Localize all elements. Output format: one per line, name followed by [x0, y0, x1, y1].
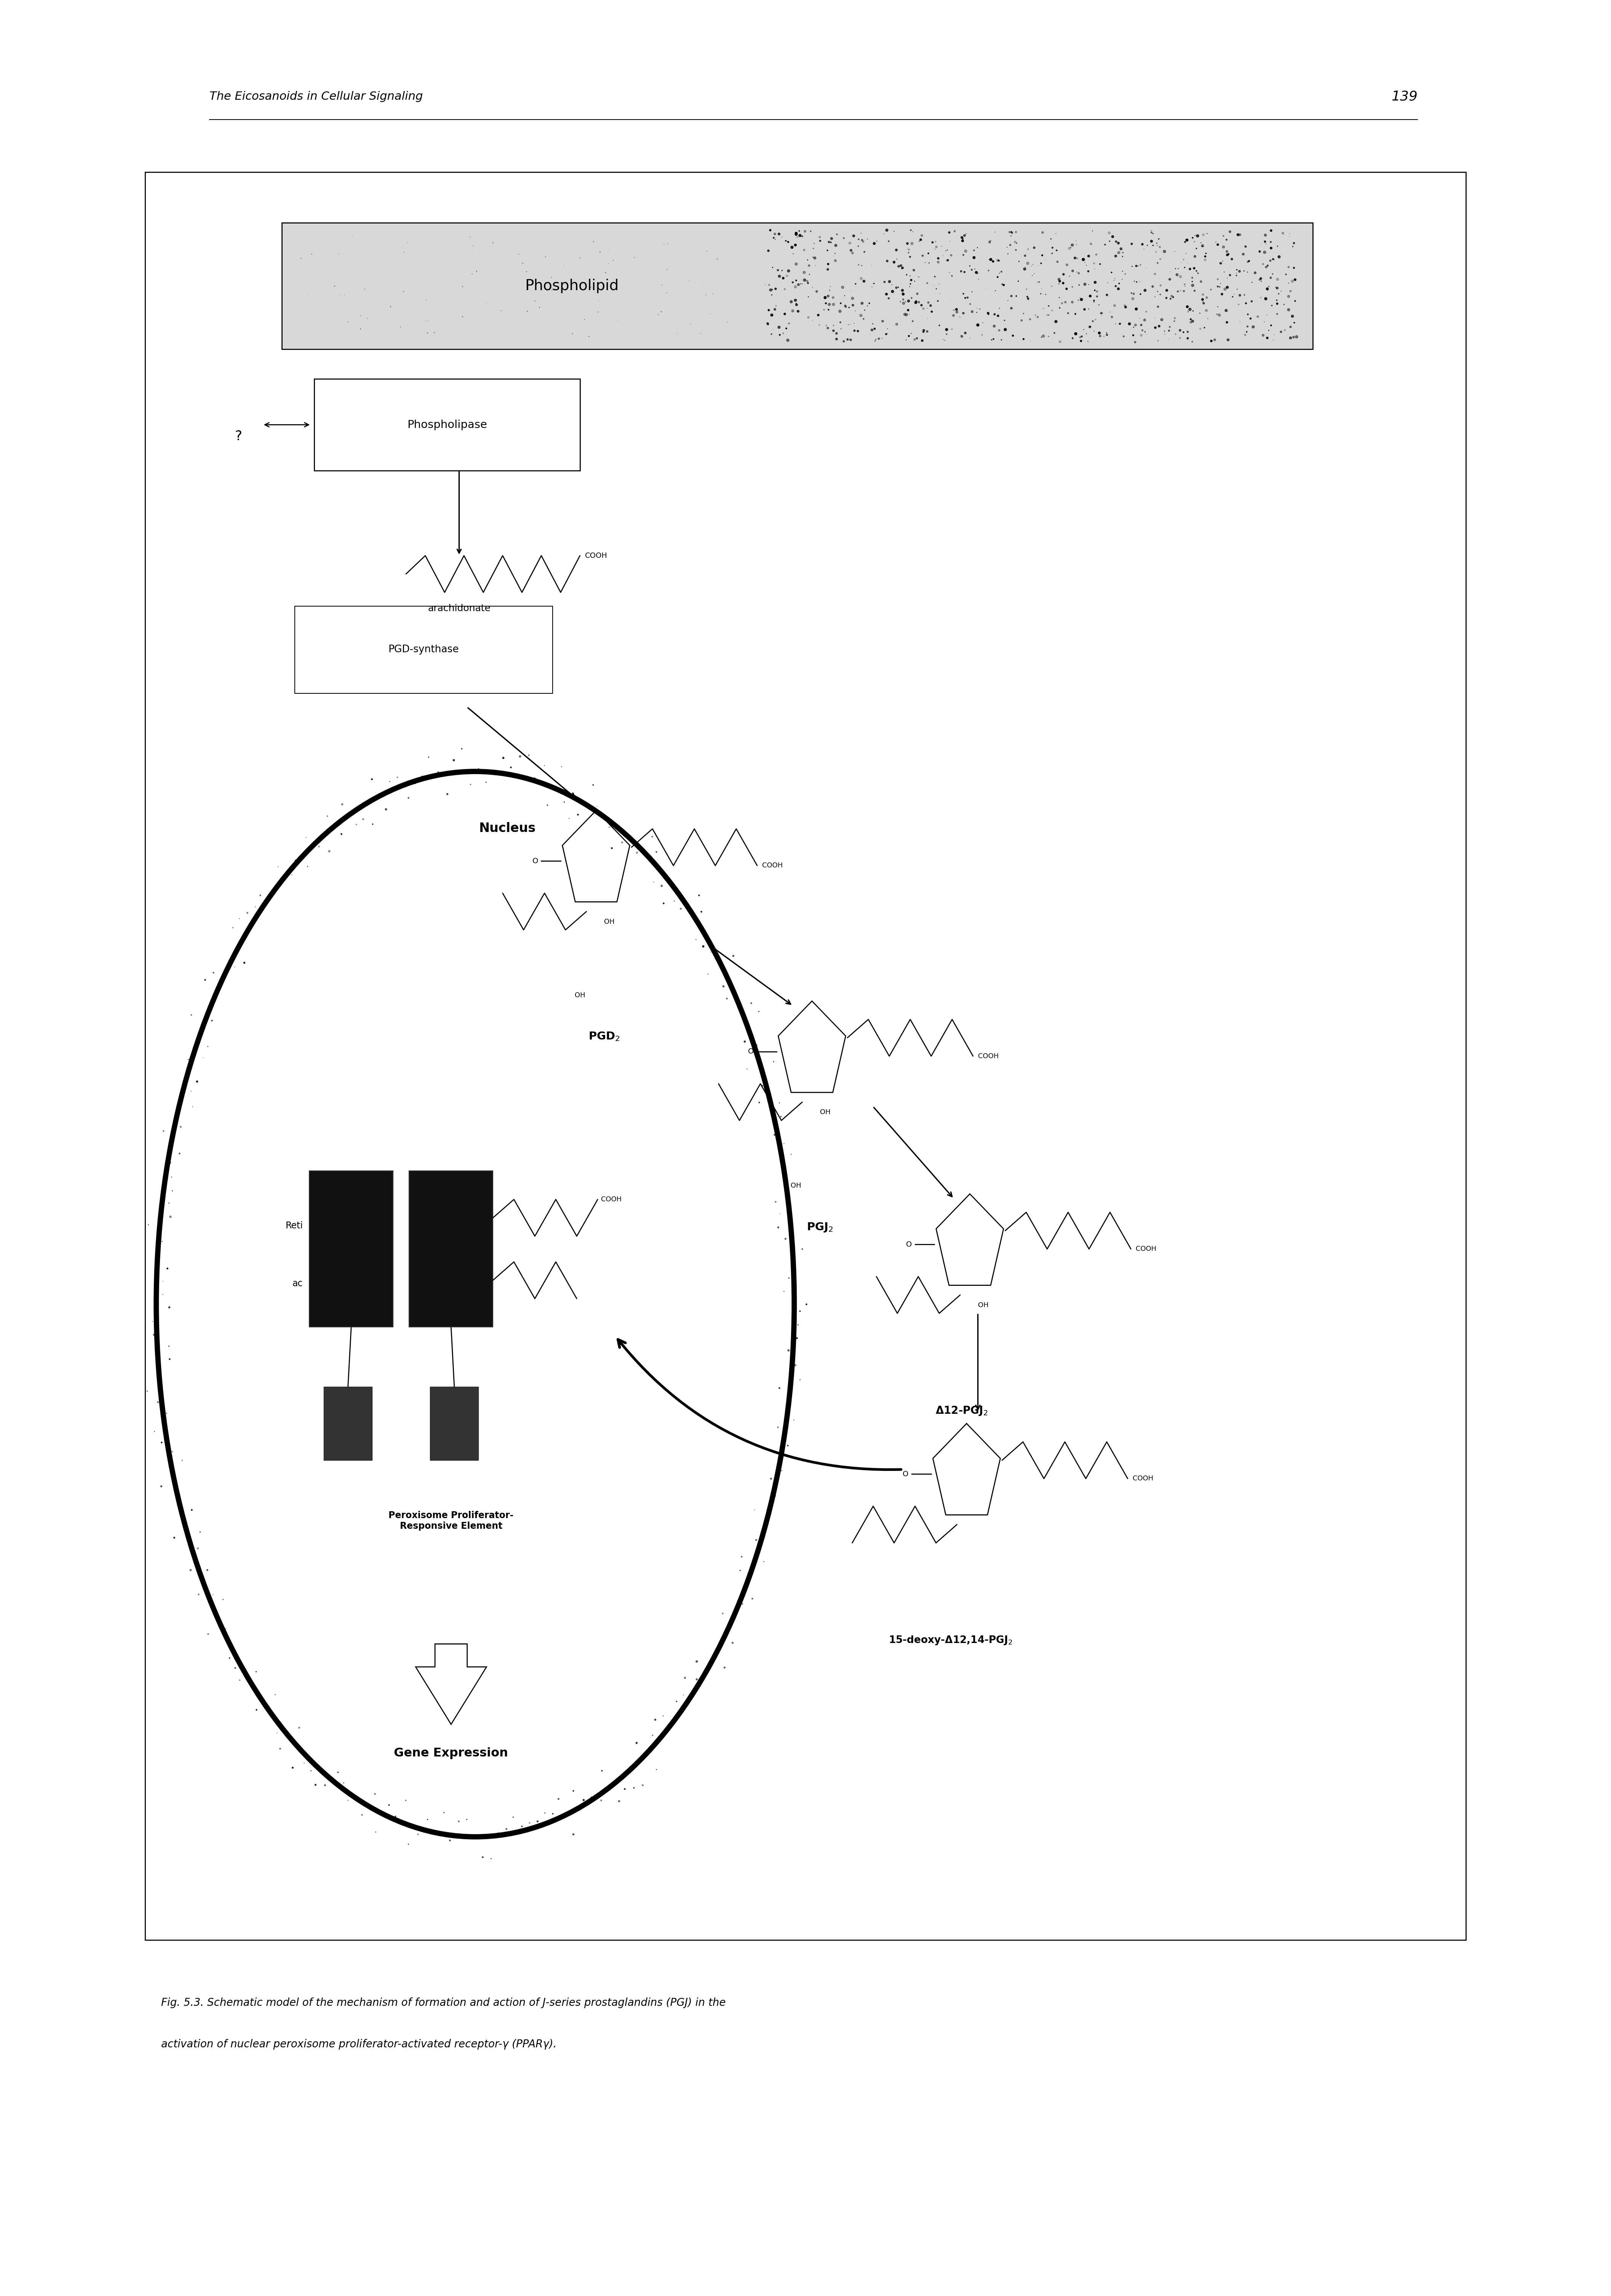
- Text: OH: OH: [978, 1302, 989, 1309]
- Text: OH: OH: [575, 992, 585, 999]
- Text: COOH: COOH: [601, 1196, 622, 1203]
- Text: OH: OH: [820, 1109, 831, 1116]
- Text: O: O: [905, 1240, 912, 1249]
- Text: Phospholipase: Phospholipase: [408, 420, 487, 429]
- Text: ac: ac: [293, 1279, 303, 1288]
- Text: arachidonate: arachidonate: [429, 604, 490, 613]
- Text: PGD$_2$: PGD$_2$: [588, 1031, 620, 1042]
- Text: OH: OH: [604, 918, 615, 925]
- Text: O: O: [902, 1469, 909, 1479]
- Text: O: O: [532, 856, 538, 866]
- FancyBboxPatch shape: [314, 379, 580, 471]
- Ellipse shape: [156, 771, 794, 1837]
- Text: COOH: COOH: [978, 1054, 999, 1058]
- Text: Gene Expression: Gene Expression: [395, 1747, 507, 1759]
- Text: 15-deoxy-Δ12,14-PGJ$_2$: 15-deoxy-Δ12,14-PGJ$_2$: [889, 1635, 1012, 1646]
- Text: Reti: Reti: [285, 1221, 303, 1231]
- Text: Δ12-PGJ$_2$: Δ12-PGJ$_2$: [936, 1405, 988, 1417]
- FancyBboxPatch shape: [324, 1387, 372, 1460]
- Text: COOH: COOH: [1133, 1476, 1153, 1481]
- Text: ?: ?: [235, 429, 242, 443]
- Text: COOH: COOH: [585, 551, 607, 560]
- Text: activation of nuclear peroxisome proliferator-activated receptor-γ (PPARγ).: activation of nuclear peroxisome prolife…: [161, 2039, 557, 2050]
- Text: Fig. 5.3. Schematic model of the mechanism of formation and action of J-series p: Fig. 5.3. Schematic model of the mechani…: [161, 1998, 727, 2009]
- FancyBboxPatch shape: [145, 172, 1466, 1940]
- Polygon shape: [936, 1194, 1004, 1286]
- Text: OH: OH: [791, 1182, 801, 1189]
- Text: Nucleus: Nucleus: [478, 822, 536, 833]
- FancyBboxPatch shape: [295, 606, 553, 693]
- Polygon shape: [933, 1424, 1000, 1515]
- FancyBboxPatch shape: [282, 223, 1313, 349]
- Text: COOH: COOH: [762, 863, 783, 868]
- Text: The Eicosanoids in Cellular Signaling: The Eicosanoids in Cellular Signaling: [209, 92, 422, 101]
- FancyBboxPatch shape: [409, 1171, 493, 1327]
- Polygon shape: [416, 1644, 487, 1724]
- FancyBboxPatch shape: [430, 1387, 478, 1460]
- Text: O: O: [748, 1047, 754, 1056]
- Polygon shape: [778, 1001, 846, 1093]
- Text: PGJ$_2$: PGJ$_2$: [807, 1221, 833, 1233]
- Text: PGD-synthase: PGD-synthase: [388, 645, 459, 654]
- Text: 139: 139: [1392, 90, 1418, 103]
- Text: Phospholipid: Phospholipid: [525, 278, 619, 294]
- Text: COOH: COOH: [1136, 1247, 1157, 1251]
- Polygon shape: [562, 810, 630, 902]
- FancyBboxPatch shape: [309, 1171, 393, 1327]
- Text: Peroxisome Proliferator-
Responsive Element: Peroxisome Proliferator- Responsive Elem…: [388, 1511, 514, 1531]
